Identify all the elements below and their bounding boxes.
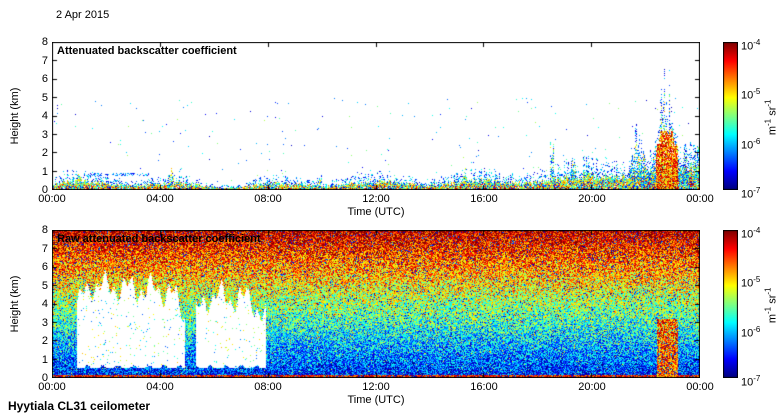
y-tick-label: 3 [41, 128, 48, 141]
colorbar-tick-label: 10-4 [741, 38, 761, 53]
y-tick-label: 1 [41, 353, 48, 366]
colorbar-tick-label: 10-5 [741, 87, 761, 102]
y-tick-label: 2 [41, 335, 48, 347]
top-colorbar-unit: m-1 sr-1 [763, 99, 779, 136]
y-tick-label: 6 [41, 261, 48, 273]
y-tick-label: 5 [41, 279, 48, 292]
x-tick-label: 08:00 [254, 193, 282, 205]
x-tick-label: 04:00 [146, 193, 174, 205]
y-tick-label: 8 [41, 36, 48, 48]
x-tick-label: 12:00 [362, 381, 390, 393]
y-tick-label: 4 [41, 298, 48, 310]
x-tick-label: 16:00 [470, 193, 498, 205]
colorbar-tick-label: 10-7 [741, 374, 761, 389]
y-tick-label: 5 [41, 91, 48, 104]
y-tick-label: 1 [41, 165, 48, 178]
y-tick-label: 4 [41, 110, 48, 122]
y-tick-label: 3 [41, 316, 48, 329]
x-tick-label: 20:00 [578, 381, 606, 393]
colorbar-tick-label: 10-5 [741, 275, 761, 290]
x-tick-label: 20:00 [578, 193, 606, 205]
top-xlabel: Time (UTC) [347, 206, 405, 218]
x-tick-label: 16:00 [470, 381, 498, 393]
y-tick-label: 2 [41, 147, 48, 159]
date-label: 2 Apr 2015 [56, 9, 110, 21]
colorbar-tick-label: 10-7 [741, 186, 761, 201]
colorbar-tick-label: 10-6 [741, 136, 761, 152]
y-tick-label: 0 [41, 372, 48, 384]
top-heatmap-canvas [52, 42, 700, 190]
x-tick-label: 12:00 [362, 193, 390, 205]
y-tick-label: 7 [41, 54, 48, 67]
top-colorbar [723, 42, 738, 190]
bottom-heatmap-canvas [52, 230, 700, 378]
y-tick-label: 8 [41, 224, 48, 236]
colorbar-tick-label: 10-4 [741, 226, 761, 241]
x-tick-label: 08:00 [254, 381, 282, 393]
x-tick-label: 00:00 [686, 193, 714, 205]
y-tick-label: 0 [41, 184, 48, 196]
top-panel-title: Attenuated backscatter coefficient [57, 45, 237, 57]
bottom-colorbar-unit: m-1 sr-1 [763, 287, 779, 324]
bottom-colorbar [723, 230, 738, 378]
colorbar-tick-label: 10-6 [741, 324, 761, 340]
y-tick-label: 6 [41, 73, 48, 85]
bottom-xlabel: Time (UTC) [347, 394, 405, 406]
x-tick-label: 00:00 [38, 381, 66, 393]
x-tick-label: 04:00 [146, 381, 174, 393]
bottom-panel-title: Raw attenuated backscatter coefficient [57, 233, 261, 245]
x-tick-label: 00:00 [686, 381, 714, 393]
y-tick-label: 7 [41, 242, 48, 255]
x-tick-label: 00:00 [38, 193, 66, 205]
instrument-footer: Hyytiala CL31 ceilometer [8, 399, 151, 413]
